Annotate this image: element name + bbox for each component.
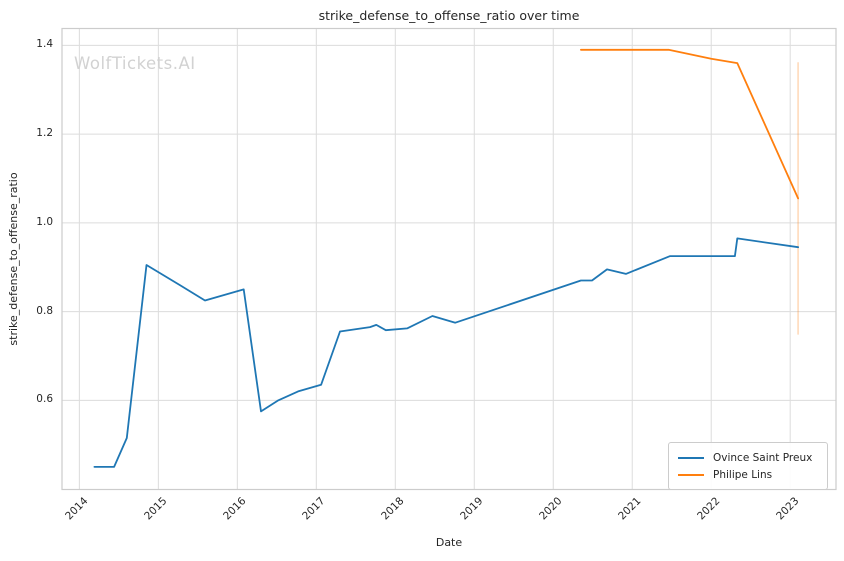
- chart-title: strike_defense_to_offense_ratio over tim…: [318, 8, 580, 23]
- plot-frame: [61, 27, 837, 491]
- legend-label: Philipe Lins: [713, 468, 773, 481]
- y-tick-label: 1.2: [36, 127, 53, 140]
- y-tick-label: 0.6: [36, 393, 53, 406]
- legend: Ovince Saint Preux Philipe Lins: [668, 442, 828, 490]
- watermark: WolfTickets.AI: [74, 54, 196, 73]
- y-tick-label: 1.0: [36, 215, 53, 228]
- y-tick-label: 0.8: [36, 304, 53, 317]
- series-line-philipe-lins: [580, 48, 799, 200]
- y-axis-label: strike_defense_to_offense_ratio: [7, 172, 20, 346]
- legend-line-swatch-orange: [678, 473, 704, 476]
- legend-item-philipe-lins: Philipe Lins: [678, 467, 818, 482]
- plot-background: [62, 28, 836, 490]
- legend-item-ovince-saint-preux: Ovince Saint Preux: [678, 450, 818, 465]
- legend-line-swatch-blue: [678, 456, 704, 459]
- series-line-ovince-saint-preux: [93, 237, 799, 468]
- legend-label: Ovince Saint Preux: [713, 451, 813, 464]
- x-axis-label: Date: [435, 536, 463, 549]
- y-tick-label: 1.4: [36, 38, 53, 51]
